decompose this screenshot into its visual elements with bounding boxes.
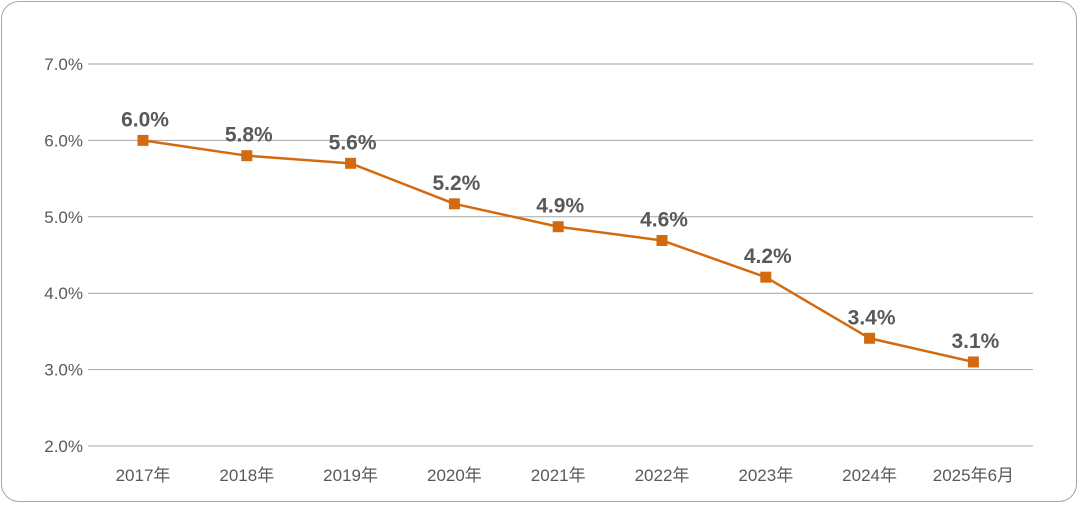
y-axis-ticks: 2.0% 3.0% 4.0% 5.0% 6.0% 7.0% bbox=[44, 55, 83, 456]
y-tick-label: 2.0% bbox=[44, 437, 83, 456]
y-tick-label: 6.0% bbox=[44, 131, 83, 150]
gridlines bbox=[88, 63, 1033, 447]
x-tick-label: 2025年6月 bbox=[933, 466, 1014, 485]
data-labels: 6.0% 5.8% 5.6% 5.2% 4.9% 4.6% 4.2% 3.4% 3.1% bbox=[121, 108, 1000, 353]
y-tick-label: 7.0% bbox=[44, 55, 83, 74]
y-tick-label: 4.0% bbox=[44, 284, 83, 303]
data-label: 4.6% bbox=[640, 208, 688, 231]
data-label: 3.1% bbox=[951, 330, 999, 353]
data-point-marker bbox=[864, 332, 876, 344]
data-label: 5.2% bbox=[432, 172, 480, 195]
x-tick-label: 2018年 bbox=[219, 466, 274, 485]
data-label: 3.4% bbox=[848, 306, 896, 329]
data-label: 4.2% bbox=[744, 245, 792, 268]
series-markers bbox=[137, 134, 979, 368]
data-label: 6.0% bbox=[121, 108, 169, 131]
data-point-marker bbox=[448, 198, 460, 210]
x-tick-label: 2022年 bbox=[635, 466, 690, 485]
data-point-marker bbox=[656, 234, 668, 246]
x-tick-label: 2017年 bbox=[116, 466, 171, 485]
x-axis-ticks: 2017年 2018年 2019年 2020年 2021年 2022年 2023年 2024年… bbox=[116, 466, 1014, 485]
data-point-marker bbox=[345, 157, 357, 169]
data-label: 5.8% bbox=[225, 124, 273, 147]
data-point-marker bbox=[552, 221, 564, 233]
x-tick-label: 2019年 bbox=[323, 466, 378, 485]
data-point-marker bbox=[137, 134, 149, 146]
data-point-marker bbox=[967, 356, 979, 368]
y-tick-label: 3.0% bbox=[44, 361, 83, 380]
x-tick-label: 2024年 bbox=[842, 466, 897, 485]
x-tick-label: 2021年 bbox=[531, 466, 586, 485]
data-point-marker bbox=[241, 150, 253, 162]
data-label: 5.6% bbox=[329, 131, 377, 154]
data-label: 4.9% bbox=[536, 195, 584, 218]
x-tick-label: 2023年 bbox=[738, 466, 793, 485]
data-point-marker bbox=[760, 271, 772, 283]
x-tick-label: 2020年 bbox=[427, 466, 482, 485]
y-tick-label: 5.0% bbox=[44, 208, 83, 227]
